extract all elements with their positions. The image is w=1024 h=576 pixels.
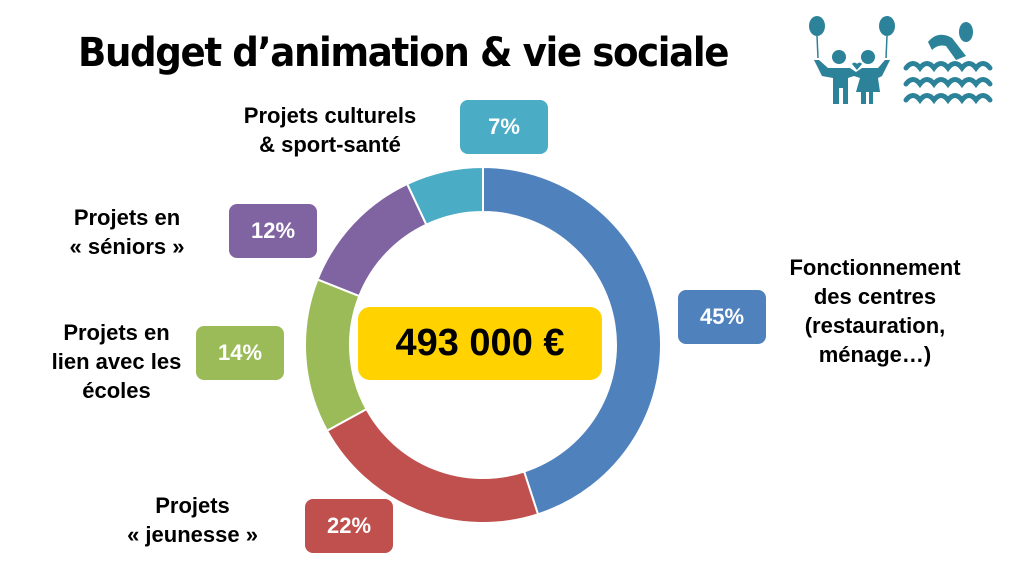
donut-segment-culturels — [405, 165, 484, 226]
donut-segment-fonctionnement — [482, 165, 662, 516]
percent-badge-culturels: 7% — [460, 100, 548, 154]
category-label-seniors: Projets en « séniors » — [69, 205, 185, 259]
category-label-culturels: Projets culturels & sport-santé — [243, 103, 417, 157]
children-balloons-icon — [809, 16, 895, 104]
category-label-fonctionnement: Fonctionnement des centres (restauration… — [789, 255, 961, 367]
swimmer-waves-icon — [903, 22, 993, 105]
total-amount: 493 000 € — [358, 307, 602, 380]
percent-badge-fonctionnement: 45% — [678, 290, 766, 344]
percent-badge-ecoles: 14% — [196, 326, 284, 380]
percent-badge-jeunesse: 22% — [305, 499, 393, 553]
page-title: Budget d’animation & vie sociale — [78, 30, 729, 76]
percent-badge-seniors: 12% — [229, 204, 317, 258]
category-label-ecoles: Projets en lien avec les écoles — [51, 320, 182, 403]
category-label-jeunesse: Projets « jeunesse » — [127, 493, 258, 547]
donut-segment-seniors — [316, 182, 428, 298]
header-icons — [809, 16, 993, 105]
